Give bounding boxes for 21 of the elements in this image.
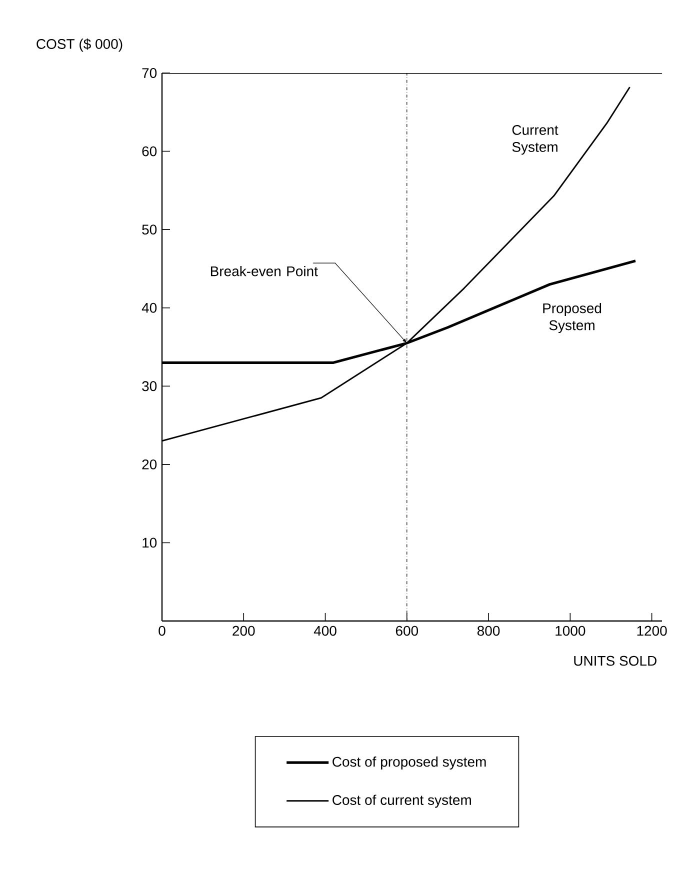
x-tick-label: 0 — [158, 626, 166, 636]
y-tick-label: 50 — [142, 224, 157, 235]
legend-label: Cost of proposed system — [332, 756, 486, 770]
x-tick-label: 1000 — [556, 626, 586, 636]
x-tick-label: 1200 — [637, 626, 667, 636]
annotation: Break-even Point — [210, 266, 318, 276]
y-tick-label: 70 — [142, 68, 157, 78]
annotation: Current System — [512, 125, 558, 155]
y-tick-label: 40 — [142, 302, 157, 313]
y-tick-label: 30 — [142, 381, 157, 392]
y-axis-title: COST ($ 000) — [36, 38, 122, 52]
legend-label: Cost of current system — [332, 794, 471, 808]
x-tick-label: 400 — [314, 626, 336, 636]
y-tick-label: 10 — [142, 538, 157, 548]
x-tick-label: 800 — [477, 626, 500, 636]
y-tick-label: 20 — [142, 459, 157, 470]
y-tick-label: 60 — [142, 146, 157, 156]
x-axis-title: UNITS SOLD — [574, 656, 656, 666]
annotation: Proposed System — [543, 302, 602, 333]
x-tick-label: 200 — [232, 626, 255, 636]
x-tick-label: 600 — [396, 626, 418, 636]
